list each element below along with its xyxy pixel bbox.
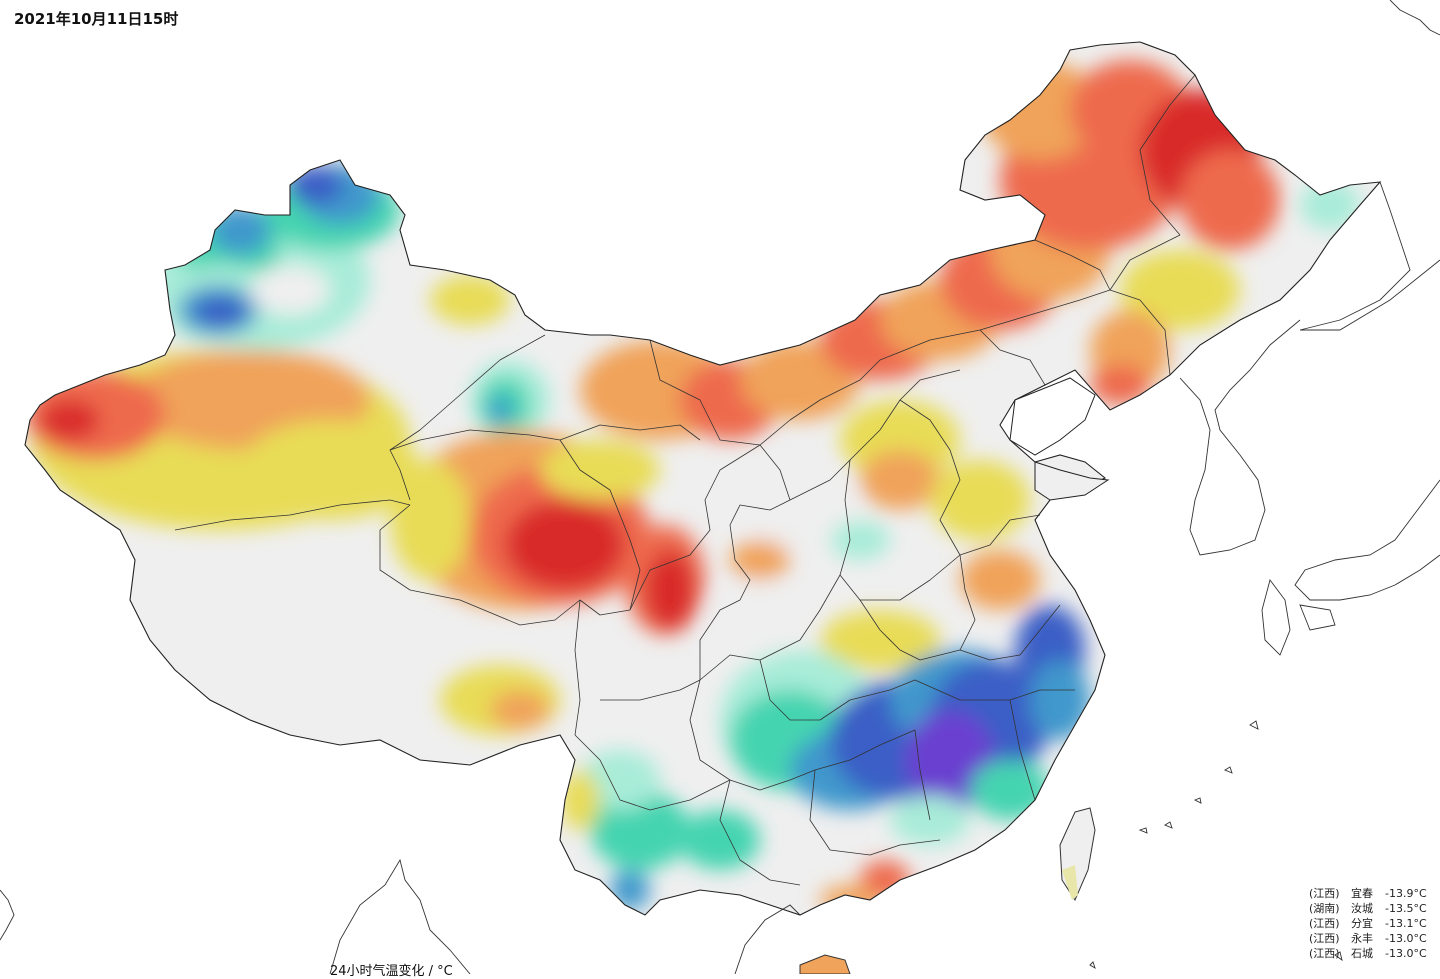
temperature-zone — [40, 400, 100, 440]
temperature-zone — [1180, 150, 1280, 250]
temperature-zone — [1120, 250, 1240, 330]
temperature-zone — [730, 540, 790, 580]
temperature-field — [25, 42, 1380, 915]
southeast-asia-coast — [329, 858, 471, 974]
temperature-zone — [960, 550, 1040, 610]
temperature-zone — [645, 550, 695, 630]
shandong-peninsula — [1034, 461, 1110, 501]
ranking-station: 宜春 — [1351, 887, 1373, 900]
taiwan-island — [1059, 807, 1096, 902]
ranking-station: 汝城 — [1351, 902, 1373, 915]
vietnam-coast — [734, 904, 801, 974]
temperature-zone — [930, 460, 1030, 540]
temperature-zone — [580, 750, 660, 810]
temperature-zone — [488, 396, 512, 424]
taiwan-south-tint — [1062, 865, 1078, 900]
temperature-zone — [740, 470, 860, 550]
temperature-zone — [490, 690, 550, 730]
kyushu-coast — [1261, 578, 1291, 656]
ranking-row: (湖南) 汝城 -13.5°C — [1309, 901, 1435, 916]
map-timestamp: 2021年10月11日15时 — [14, 10, 179, 28]
temperature-zone — [1090, 365, 1150, 405]
province-boundaries — [174, 74, 1196, 886]
temperature-zone — [820, 885, 880, 915]
ranking-value: -13.0°C — [1385, 932, 1427, 945]
temperature-zone — [505, 500, 625, 590]
ranking-province: (江西) — [1309, 947, 1340, 960]
west-coast-fragment — [0, 889, 15, 941]
temperature-zone — [560, 770, 600, 830]
temperature-zone — [210, 205, 270, 255]
bohai-coast — [1009, 377, 1096, 456]
temperature-zone — [540, 440, 660, 500]
temperature-zone — [610, 870, 650, 910]
temperature-zone — [287, 165, 343, 205]
temperature-zone — [970, 760, 1050, 820]
shikoku-coast — [1299, 604, 1336, 631]
temperature-zone — [680, 810, 760, 870]
temperature-zone — [1300, 180, 1360, 230]
temperature-zone — [1030, 660, 1090, 740]
sakhalin-edge — [1389, 0, 1440, 36]
ryukyu-islands — [1138, 720, 1259, 834]
ranking-province: (江西) — [1309, 932, 1340, 945]
temperature-zone — [390, 460, 470, 580]
ranking-province: (江西) — [1309, 887, 1340, 900]
temperature-zone — [240, 420, 420, 520]
philippines-fragment — [1089, 951, 1343, 970]
ranking-row: (江西) 永丰 -13.0°C — [1309, 931, 1435, 946]
korea-coast — [1179, 319, 1301, 556]
ranking-row: (江西) 宜春 -13.9°C — [1309, 886, 1435, 901]
station-ranking-list: (江西) 宜春 -13.9°C (湖南) 汝城 -13.5°C (江西) 分宜 -13.1°C(… — [1309, 886, 1435, 961]
ranking-row: (江西) 分宜 -13.1°C — [1309, 916, 1435, 931]
temperature-zone — [194, 297, 246, 327]
ranking-value: -13.1°C — [1385, 917, 1427, 930]
ranking-province: (江西) — [1309, 917, 1340, 930]
temperature-zone — [860, 450, 940, 510]
ranking-station: 永丰 — [1351, 932, 1373, 945]
temperature-zone — [430, 275, 510, 325]
japan-coast — [1294, 479, 1440, 601]
temperature-zone — [710, 580, 810, 660]
temperature-zone — [590, 790, 690, 870]
ranking-province: (湖南) — [1309, 902, 1340, 915]
legend-title: 24小时气温变化 / °C — [330, 964, 453, 979]
temperature-zone — [250, 265, 330, 315]
ranking-station: 分宜 — [1351, 917, 1373, 930]
temperature-zone — [830, 520, 890, 560]
ranking-row: (江西) 石城 -13.0°C — [1309, 946, 1435, 961]
ranking-value: -13.5°C — [1385, 902, 1427, 915]
ranking-value: -13.0°C — [1385, 947, 1427, 960]
ranking-station: 石城 — [1351, 947, 1373, 960]
russia-coast — [1299, 181, 1440, 331]
hainan-island — [799, 954, 851, 974]
ranking-value: -13.9°C — [1385, 887, 1427, 900]
